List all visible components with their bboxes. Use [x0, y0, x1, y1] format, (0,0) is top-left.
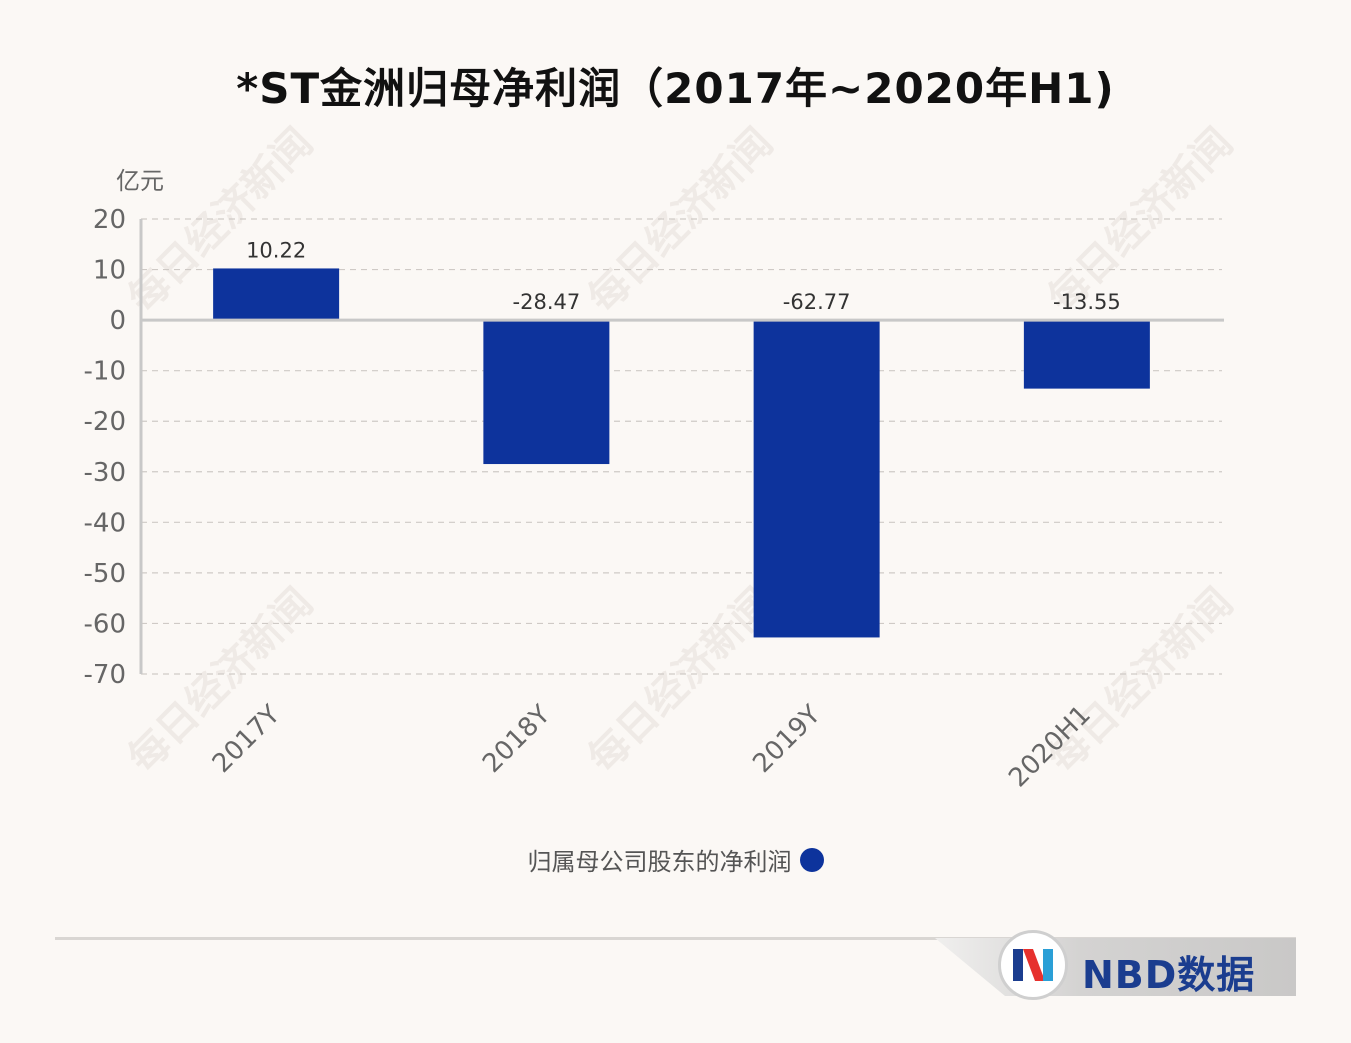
legend: 归属母公司股东的净利润: [0, 842, 1351, 877]
legend-marker: [799, 847, 824, 872]
bar-2017Y: [213, 268, 340, 321]
data-label: -13.55: [1053, 290, 1121, 314]
y-axis-unit: 亿元: [116, 167, 164, 195]
watermark-text: 每日经济新闻: [580, 120, 782, 322]
data-label: -28.47: [513, 290, 581, 314]
bar-2020H1: [1023, 320, 1150, 389]
y-tick-label: -60: [84, 609, 126, 639]
y-tick-label: 20: [93, 205, 126, 235]
chart-title: *ST金洲归母净利润（2017年~2020年H1): [236, 64, 1115, 113]
watermark-text: 每日经济新闻: [580, 580, 782, 782]
bar-2019Y: [753, 320, 880, 638]
y-tick-label: -40: [84, 508, 126, 538]
x-tick-label: 2019Y: [747, 700, 826, 779]
y-tick-label: -20: [84, 407, 126, 437]
legend-label: 归属母公司股东的净利润: [527, 848, 792, 876]
nbd-logo-icon: [998, 930, 1068, 1000]
y-tick-label: -50: [84, 559, 126, 589]
y-tick-label: -30: [84, 458, 126, 488]
brand-text: NBD数据: [1082, 953, 1256, 997]
watermark-text: 每日经济新闻: [1040, 580, 1242, 782]
data-label: 10.22: [246, 238, 306, 262]
y-tick-label: -70: [84, 660, 126, 690]
x-tick-label: 2018Y: [477, 700, 556, 779]
data-label: -62.77: [783, 290, 851, 314]
y-tick-label: -10: [84, 357, 126, 387]
y-tick-label: 10: [93, 256, 126, 286]
bar-2018Y: [483, 320, 610, 465]
y-tick-label: 0: [109, 306, 126, 336]
footer-divider: [55, 937, 1296, 940]
footer-band: [935, 938, 1296, 996]
